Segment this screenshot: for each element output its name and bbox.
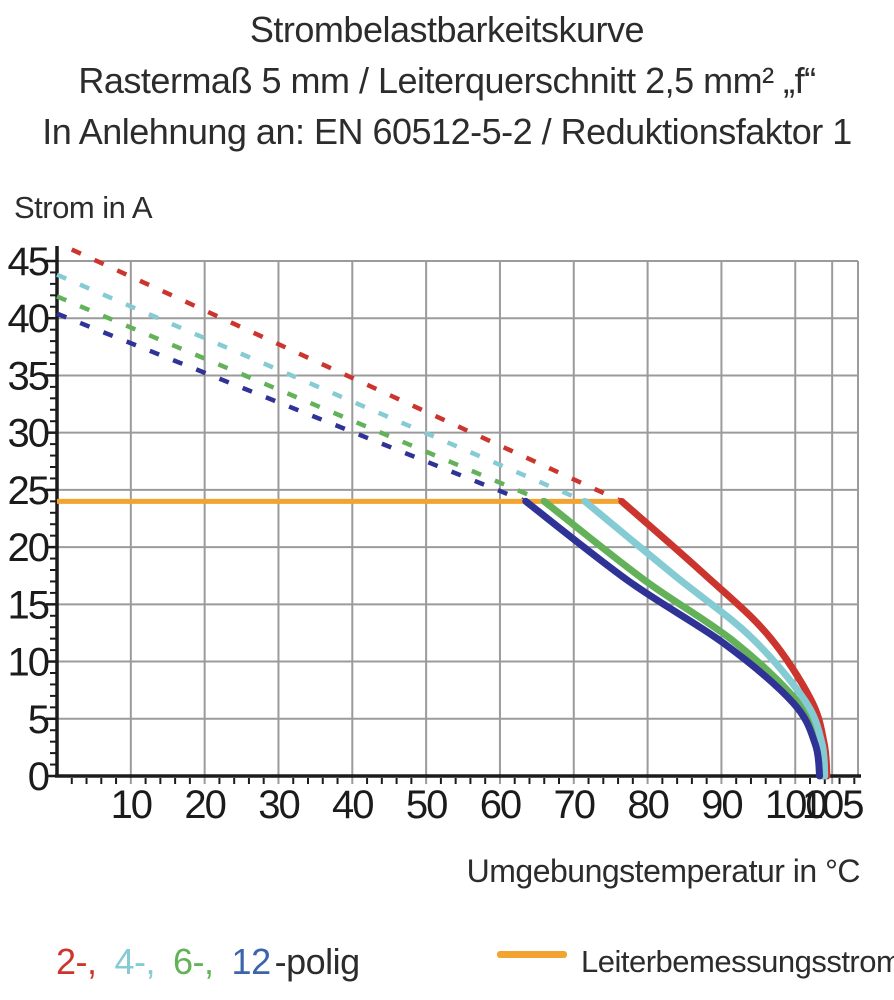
- curve-2-polig-derating-dashed-: [70, 247, 623, 504]
- x-tick-label: 10: [111, 783, 152, 827]
- y-tick-label: 20: [8, 526, 49, 570]
- x-tick-label: 60: [480, 783, 521, 827]
- chart-title-block: Strombelastbarkeitskurve Rastermaß 5 mm …: [0, 4, 894, 157]
- x-tick-label: 90: [701, 783, 742, 827]
- x-tick-label: 40: [332, 783, 373, 827]
- x-axis-title: Umgebungstemperatur in °C: [466, 853, 861, 889]
- legend-pole-suffix: -polig: [274, 941, 361, 982]
- rated-current-line-swatch: [497, 951, 567, 958]
- x-tick-label: 70: [554, 783, 595, 827]
- y-tick-label: 10: [8, 641, 49, 685]
- y-tick-label: 40: [8, 297, 49, 341]
- legend-item-2polig: 2-,: [56, 941, 97, 982]
- legend-item-6polig: 6-,: [173, 941, 214, 982]
- curve-12-polig-limit-solid-: [522, 497, 824, 780]
- x-tick-label: 105: [802, 783, 863, 827]
- solid-limit-curves: [522, 497, 831, 780]
- axis-layer: [55, 246, 861, 778]
- x-tick-label: 30: [258, 783, 299, 827]
- curve-12-polig-derating-dashed-: [56, 311, 527, 504]
- rated-current-label: Leiterbemessungsstrom: [581, 944, 894, 979]
- x-tick-label: 20: [184, 783, 225, 827]
- chart-title-line-1: Strombelastbarkeitskurve: [249, 9, 645, 50]
- chart-title-line-3: In Anlehnung an: EN 60512-5-2 / Reduktio…: [42, 111, 852, 152]
- x-tick-label: 80: [627, 783, 668, 827]
- y-tick-label: 30: [8, 412, 49, 456]
- y-tick-label: 45: [8, 240, 49, 284]
- curve-4-polig-derating-dashed-: [56, 272, 586, 504]
- legend-pole-counts: 2-, 4-, 6-, 12 -polig: [56, 941, 360, 983]
- y-tick-label: 0: [28, 755, 49, 799]
- chart-title-line-2: Rastermaß 5 mm / Leiterquerschnitt 2,5 m…: [78, 60, 816, 101]
- x-tick-label: 100: [765, 783, 826, 827]
- y-tick-label: 5: [28, 698, 49, 742]
- y-tick-label: 25: [8, 469, 49, 513]
- legend-item-12polig: 12: [231, 941, 272, 982]
- dashed-derating-curves: [56, 247, 623, 504]
- curve-6-polig-limit-solid-: [540, 497, 827, 780]
- x-tick-label: 50: [406, 783, 447, 827]
- legend-item-4polig: 4-,: [114, 941, 156, 982]
- grid-layer: [57, 260, 859, 784]
- y-tick-label: 35: [8, 354, 49, 398]
- y-tick-label: 15: [8, 583, 49, 627]
- curve-4-polig-limit-solid-: [581, 497, 829, 780]
- tick-layer: [46, 259, 856, 784]
- y-axis-title: Strom in A: [14, 190, 153, 225]
